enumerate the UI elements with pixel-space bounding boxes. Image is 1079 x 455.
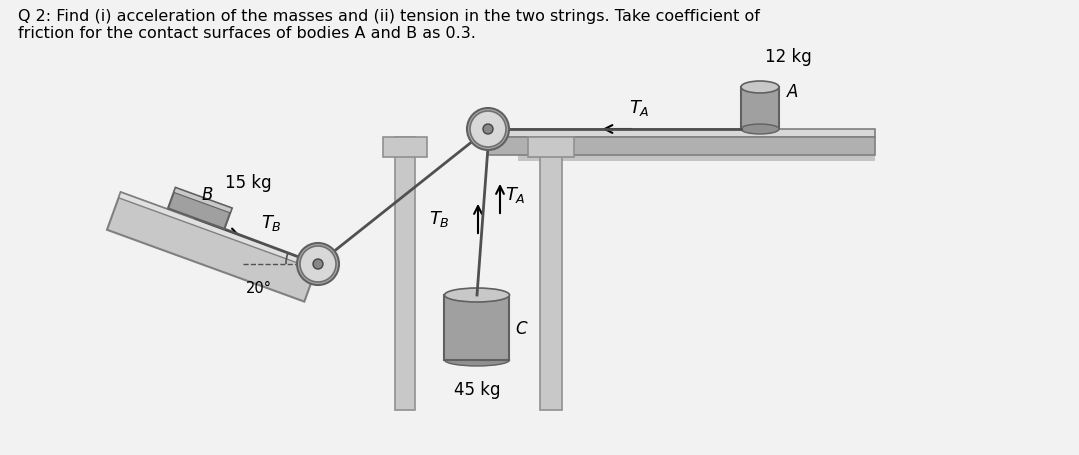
Polygon shape xyxy=(174,188,232,213)
Polygon shape xyxy=(741,88,779,130)
Ellipse shape xyxy=(445,288,509,302)
Text: Q 2: Find (i) acceleration of the masses and (ii) tension in the two strings. Ta: Q 2: Find (i) acceleration of the masses… xyxy=(18,9,760,24)
Text: $T_B$: $T_B$ xyxy=(429,208,450,228)
Circle shape xyxy=(467,109,509,151)
Polygon shape xyxy=(488,138,875,156)
Text: 45 kg: 45 kg xyxy=(454,380,501,398)
Polygon shape xyxy=(518,156,875,162)
Polygon shape xyxy=(528,138,574,157)
Text: A: A xyxy=(787,83,798,101)
Text: friction for the contact surfaces of bodies A and B as 0.3.: friction for the contact surfaces of bod… xyxy=(18,26,476,41)
Ellipse shape xyxy=(741,82,779,94)
Polygon shape xyxy=(445,295,509,360)
Circle shape xyxy=(297,243,339,285)
Polygon shape xyxy=(383,138,427,157)
Ellipse shape xyxy=(741,125,779,135)
Polygon shape xyxy=(168,188,232,229)
Text: $T_A$: $T_A$ xyxy=(629,98,651,118)
Circle shape xyxy=(300,247,336,283)
Circle shape xyxy=(313,259,323,269)
Polygon shape xyxy=(395,138,415,410)
Text: 15 kg: 15 kg xyxy=(224,174,271,192)
Ellipse shape xyxy=(445,354,509,366)
Polygon shape xyxy=(488,130,875,138)
Text: B: B xyxy=(201,186,213,204)
Polygon shape xyxy=(540,138,562,410)
Text: $T_B$: $T_B$ xyxy=(261,212,282,232)
Polygon shape xyxy=(119,193,318,270)
Text: 20°: 20° xyxy=(246,280,272,295)
Text: $T_A$: $T_A$ xyxy=(505,185,525,205)
Polygon shape xyxy=(107,193,318,302)
Text: 12 kg: 12 kg xyxy=(765,48,811,66)
Text: C: C xyxy=(516,319,528,337)
Circle shape xyxy=(470,112,506,148)
Circle shape xyxy=(483,125,493,135)
